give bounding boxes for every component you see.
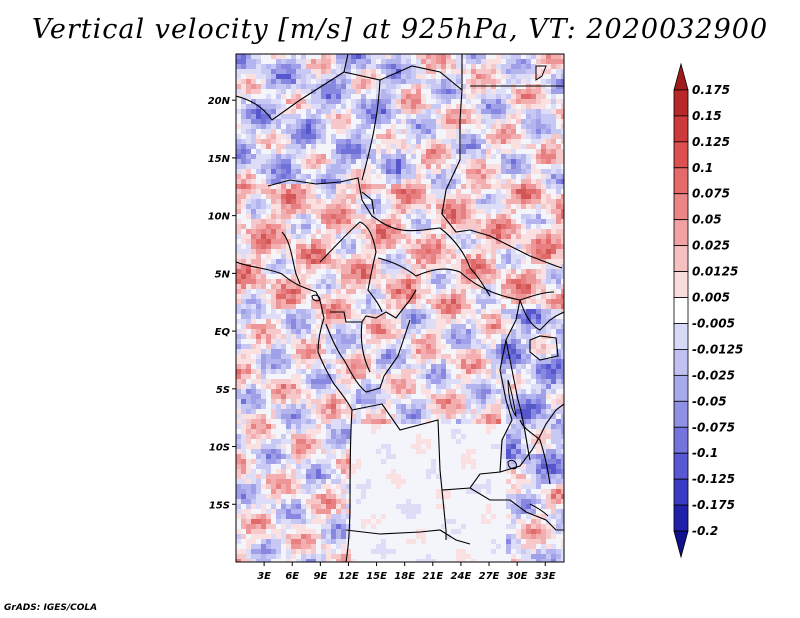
colorbar-label: -0.005	[692, 316, 735, 330]
colorbar-swatch	[673, 89, 689, 117]
colorbar-swatch	[673, 219, 689, 247]
colorbar-swatch	[673, 141, 689, 169]
lat-label-EQ: EQ	[215, 327, 231, 338]
lon-label-9E: 9E	[313, 571, 327, 582]
lon-label-12E: 12E	[338, 571, 359, 582]
latitude-axis: 20N 15N 10N 5N EQ 5S 10S 15S	[208, 96, 236, 511]
colorbar-swatch	[673, 349, 689, 376]
colorbar-swatch	[673, 478, 689, 506]
longitude-axis: 3E 6E 9E 12E 15E 18E 21E 24E 27E 30E 33E	[257, 562, 556, 582]
colorbar-swatch	[673, 115, 689, 143]
lat-label-5S: 5S	[216, 385, 230, 396]
colorbar-swatch	[673, 530, 689, 559]
colorbar-swatch	[673, 323, 689, 350]
colorbar-swatch	[673, 245, 689, 272]
colorbar-label: -0.2	[692, 524, 718, 538]
colorbar-swatch	[673, 504, 689, 532]
colorbar-label: 0.025	[692, 239, 730, 253]
colorbar-label: -0.075	[692, 420, 735, 434]
colorbar-swatch	[673, 167, 689, 195]
lon-label-21E: 21E	[422, 571, 443, 582]
lat-label-15S: 15S	[209, 500, 230, 511]
colorbar-label: 0.0125	[692, 265, 738, 279]
lon-label-15E: 15E	[366, 571, 387, 582]
colorbar-swatch	[673, 426, 689, 454]
colorbar-swatch	[673, 62, 689, 91]
lon-label-33E: 33E	[535, 571, 556, 582]
lat-label-10N: 10N	[208, 212, 231, 223]
lon-label-24E: 24E	[451, 571, 472, 582]
colorbar-swatch	[673, 297, 689, 324]
colorbar-swatch	[673, 374, 689, 402]
lon-label-3E: 3E	[257, 571, 271, 582]
colorbar-label: -0.125	[692, 472, 735, 486]
lon-label-27E: 27E	[479, 571, 500, 582]
colorbar-label: -0.0125	[692, 342, 743, 356]
lat-label-15N: 15N	[208, 154, 231, 165]
colorbar-label: 0.1	[692, 161, 713, 175]
map-title: Vertical velocity [m/s] at 925hPa, VT: 2…	[31, 14, 769, 45]
lat-label-5N: 5N	[215, 269, 231, 280]
footer-credit: GrADS: IGES/COLA	[4, 603, 98, 613]
colorbar-label: 0.05	[692, 213, 722, 227]
colorbar-label: 0.125	[692, 135, 730, 149]
map-frame	[235, 53, 565, 563]
colorbar-swatch	[673, 400, 689, 428]
lon-label-6E: 6E	[285, 571, 299, 582]
colorbar-label: -0.05	[692, 394, 727, 408]
colorbar-legend: 0.175 0.15 0.125 0.1 0.075 0.05 0.025 0.0125 0.0…	[673, 62, 743, 559]
colorbar-label: 0.005	[692, 291, 730, 305]
colorbar-swatch	[673, 193, 689, 221]
colorbar-swatch	[673, 271, 689, 298]
colorbar-label: -0.025	[692, 368, 735, 382]
lat-label-20N: 20N	[208, 96, 231, 107]
lat-label-10S: 10S	[209, 443, 230, 454]
velocity-field	[236, 54, 564, 562]
colorbar-label: -0.1	[692, 446, 718, 460]
colorbar-label: 0.175	[692, 83, 730, 97]
country-borders	[236, 54, 564, 562]
colorbar-swatch	[673, 452, 689, 480]
lon-label-18E: 18E	[394, 571, 415, 582]
colorbar-label: 0.075	[692, 187, 730, 201]
colorbar-label: 0.15	[692, 109, 722, 123]
lon-label-30E: 30E	[507, 571, 528, 582]
colorbar-label: -0.175	[692, 498, 735, 512]
lakes	[311, 65, 549, 517]
